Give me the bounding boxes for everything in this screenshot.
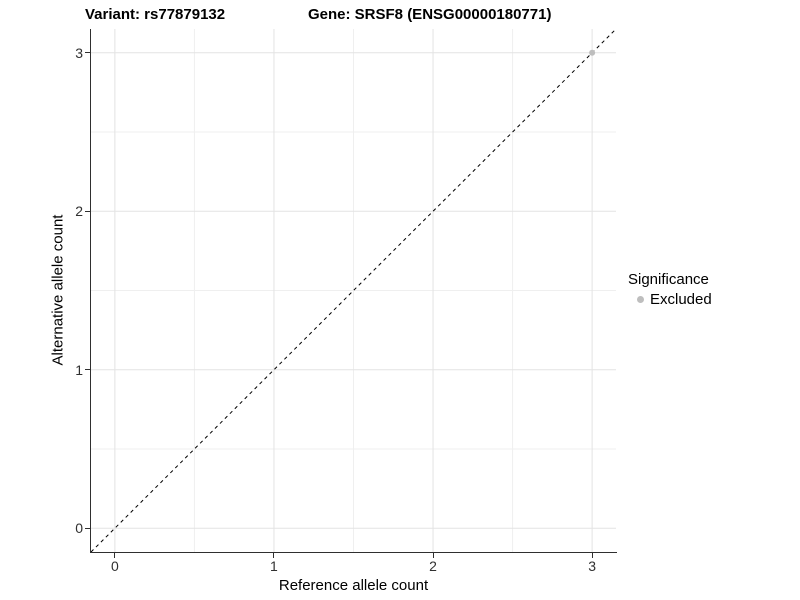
legend-key-dot <box>637 296 644 303</box>
identity-reference-line <box>91 29 616 552</box>
legend-item-label: Excluded <box>650 291 712 308</box>
y-tick-mark <box>85 52 90 54</box>
x-tick-label: 3 <box>588 558 597 574</box>
x-tick-mark <box>591 553 593 558</box>
y-tick-label: 3 <box>75 44 83 61</box>
x-tick-label: 0 <box>110 558 119 574</box>
y-tick-label: 0 <box>75 520 83 537</box>
y-tick-label: 2 <box>75 203 83 220</box>
plot-canvas <box>91 29 616 552</box>
x-tick-mark <box>114 553 116 558</box>
y-tick-label: 1 <box>75 361 83 378</box>
data-point-excluded <box>589 49 596 56</box>
x-tick-label: 1 <box>270 558 278 574</box>
legend-item-excluded: Excluded <box>628 291 712 308</box>
legend-title: Significance <box>628 271 709 288</box>
x-tick-mark <box>273 553 275 558</box>
x-tick-label: 2 <box>429 558 437 574</box>
plot-title-gene: Gene: SRSF8 (ENSG00000180771) <box>308 6 552 23</box>
y-tick-mark <box>85 527 90 529</box>
plot-title-variant: Variant: rs77879132 <box>85 6 226 23</box>
y-tick-mark <box>85 369 90 371</box>
x-tick-mark <box>432 553 434 558</box>
x-axis-title: Reference allele count <box>278 577 429 594</box>
legend-items: Excluded <box>628 291 712 308</box>
legend: Significance Excluded <box>628 271 712 308</box>
y-tick-mark <box>85 210 90 212</box>
y-axis-title: Alternative allele count <box>49 214 67 366</box>
